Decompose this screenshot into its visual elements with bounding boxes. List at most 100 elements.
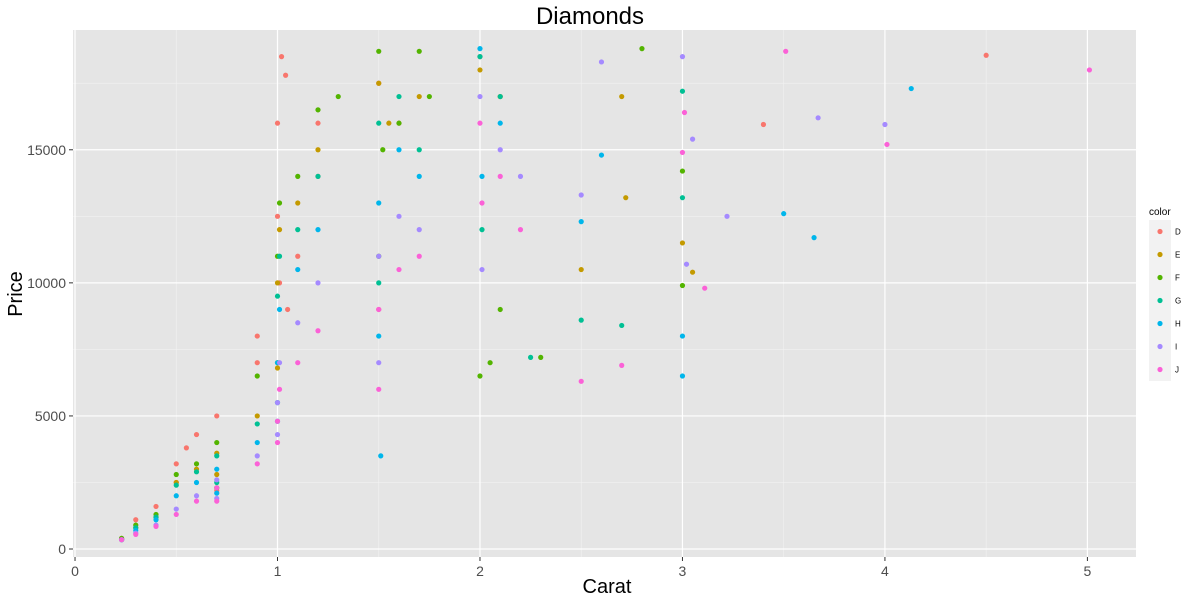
data-point-D — [760, 121, 767, 128]
data-point-I — [689, 136, 696, 142]
data-point-F — [214, 439, 220, 446]
data-point-J — [416, 253, 422, 259]
data-point-J — [153, 523, 159, 529]
data-point-H — [153, 517, 159, 523]
data-point-H — [479, 173, 485, 179]
data-point-J — [578, 378, 584, 384]
data-point-D — [133, 517, 139, 523]
data-point-I — [254, 453, 260, 459]
data-point-E — [679, 240, 686, 246]
series-H — [118, 46, 914, 543]
data-point-J — [274, 439, 281, 446]
data-point-E — [477, 67, 483, 73]
x-tick-label: 4 — [881, 563, 889, 579]
data-point-J — [295, 360, 301, 366]
data-point-G — [679, 88, 686, 94]
data-point-I — [376, 253, 382, 259]
data-point-D — [214, 413, 220, 419]
data-point-I — [815, 115, 821, 121]
y-tick-label: 0 — [58, 541, 66, 557]
data-point-H — [477, 46, 483, 52]
data-point-I — [882, 121, 888, 128]
y-axis-title: Price — [5, 271, 27, 317]
data-point-J — [254, 461, 260, 467]
data-point-D — [278, 54, 285, 60]
data-point-D — [254, 360, 260, 366]
data-point-D — [274, 120, 281, 126]
data-point-E — [276, 227, 283, 233]
data-point-F — [487, 360, 493, 366]
data-point-G — [619, 322, 625, 329]
data-point-F — [679, 168, 686, 174]
data-point-D — [283, 72, 289, 78]
data-point-H — [908, 85, 914, 92]
data-point-G — [276, 253, 283, 259]
legend-item-H: H — [1149, 312, 1181, 335]
data-point-J — [276, 386, 283, 392]
data-point-G — [193, 469, 200, 475]
data-point-E — [623, 195, 629, 201]
data-point-I — [376, 360, 382, 366]
data-point-H — [378, 453, 384, 459]
data-point-J — [884, 141, 890, 148]
data-point-I — [517, 173, 524, 179]
data-point-D — [193, 431, 200, 438]
data-point-G — [274, 293, 281, 299]
data-point-H — [396, 147, 402, 153]
x-axis-title: Carat — [583, 576, 632, 598]
legend-items: D E F G H I J — [1149, 220, 1181, 381]
data-points — [118, 46, 1093, 543]
data-point-F — [639, 46, 645, 52]
series-J — [118, 48, 1093, 543]
legend-label: J — [1175, 366, 1179, 375]
data-point-J — [681, 109, 688, 116]
minor-gridlines — [73, 30, 1136, 557]
y-tick-label: 10000 — [27, 275, 66, 291]
data-point-H — [276, 306, 283, 313]
data-point-D — [315, 120, 321, 126]
data-point-D — [285, 306, 291, 313]
data-point-E — [295, 200, 301, 206]
legend-label: H — [1175, 320, 1181, 329]
x-axis-tick-labels: 0 1 2 3 4 5 — [71, 563, 1091, 579]
axis-ticks — [69, 149, 1088, 561]
data-point-J — [214, 498, 220, 504]
data-point-G — [295, 227, 301, 233]
data-point-F — [376, 48, 382, 54]
data-point-F — [679, 282, 686, 289]
data-point-G — [497, 93, 503, 100]
data-point-G — [396, 93, 402, 100]
data-point-H — [811, 235, 817, 241]
data-point-F — [254, 373, 260, 379]
data-point-G — [254, 421, 260, 427]
legend-marker — [1157, 274, 1163, 281]
data-point-E — [619, 93, 625, 100]
data-point-I — [274, 400, 281, 406]
data-point-E — [274, 365, 281, 371]
data-point-I — [173, 506, 179, 512]
data-point-I — [477, 93, 483, 100]
y-tick-label: 15000 — [27, 142, 66, 158]
data-point-D — [983, 52, 989, 58]
data-point-H — [497, 120, 503, 126]
data-point-G — [376, 120, 382, 126]
legend-marker — [1157, 251, 1163, 258]
data-point-G — [479, 227, 485, 233]
data-point-I — [315, 280, 321, 286]
data-point-F — [477, 373, 483, 379]
data-point-F — [538, 354, 544, 360]
major-gridlines — [73, 30, 1136, 557]
data-point-J — [315, 328, 321, 334]
data-point-I — [396, 213, 402, 219]
data-point-E — [416, 93, 422, 100]
data-point-I — [276, 360, 283, 366]
data-point-H — [578, 219, 584, 225]
data-point-F — [416, 48, 422, 54]
chart-title: Diamonds — [536, 3, 644, 30]
data-point-F — [295, 173, 301, 179]
data-point-G — [679, 195, 686, 201]
data-point-F — [276, 200, 283, 206]
legend-marker — [1157, 228, 1163, 235]
data-point-F — [380, 147, 386, 153]
